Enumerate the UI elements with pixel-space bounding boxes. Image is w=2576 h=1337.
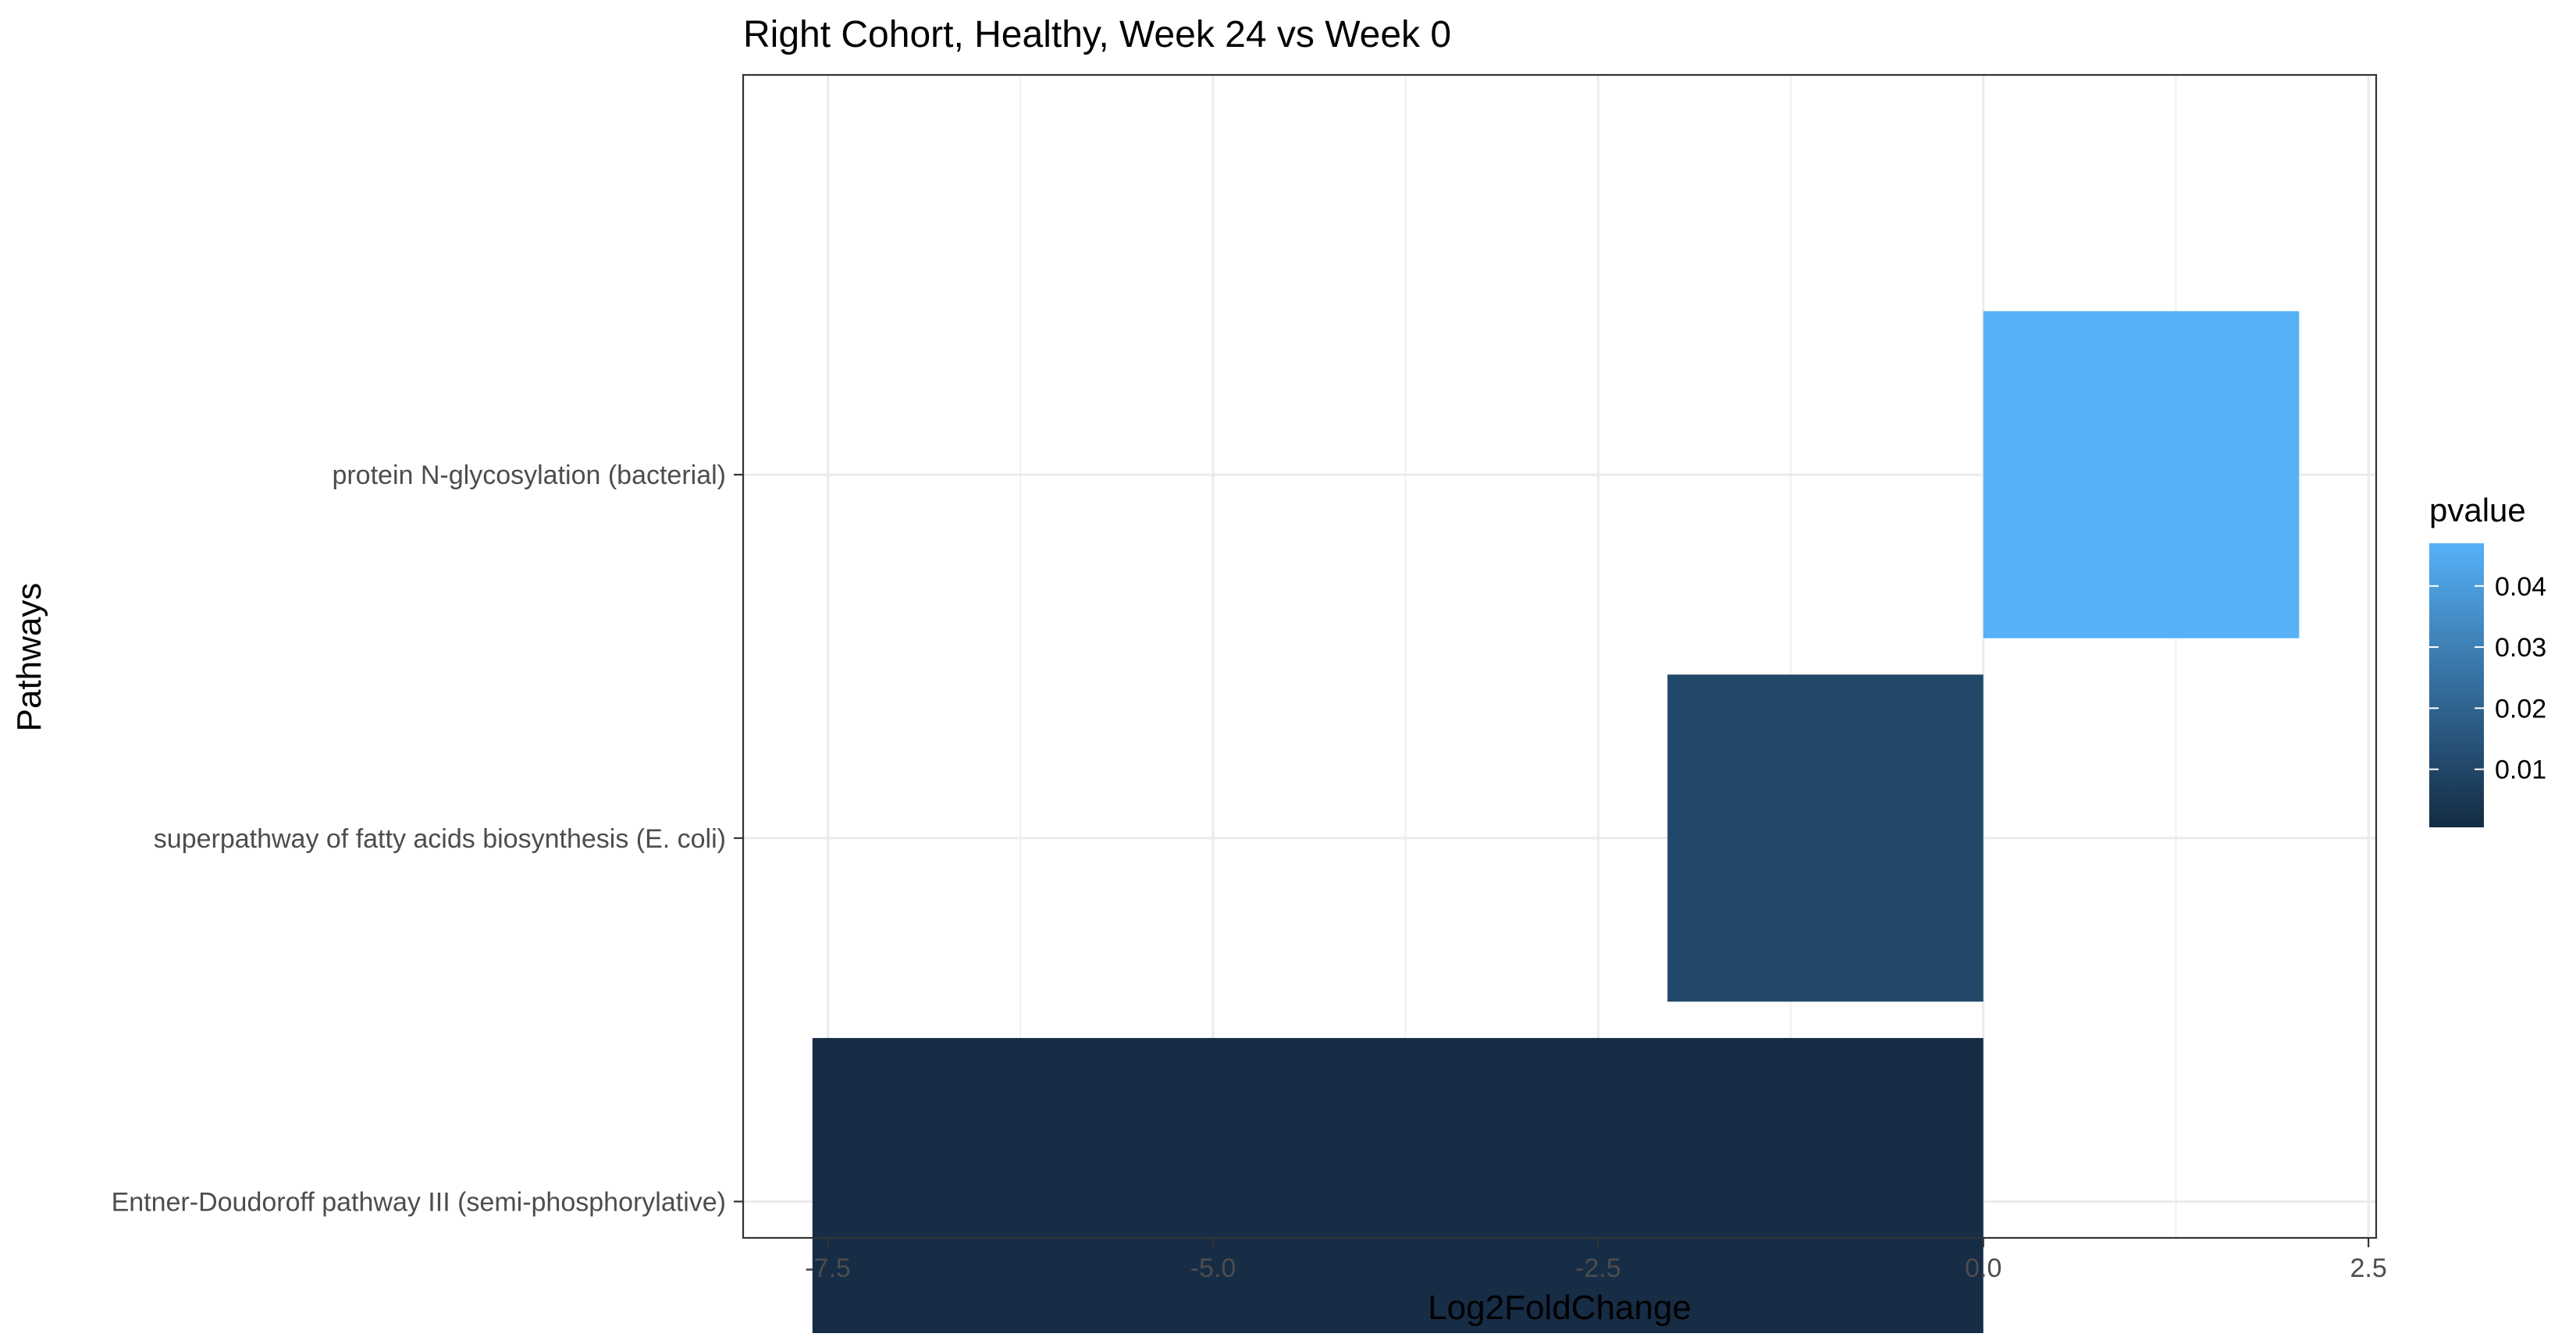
legend-tick-label: 0.03 <box>2495 633 2546 663</box>
x-axis-label: Log2FoldChange <box>1428 1289 1692 1327</box>
legend-title: pvalue <box>2429 492 2526 528</box>
chart-title: Right Cohort, Healthy, Week 24 vs Week 0 <box>743 14 1451 55</box>
x-axis: -7.5 -5.0 -2.5 0.0 2.5 <box>805 1238 2387 1283</box>
bar <box>1667 674 1984 1002</box>
y-axis: protein N-glycosylation (bacterial) super… <box>112 460 743 1217</box>
x-tick-label: 2.5 <box>2350 1253 2386 1283</box>
x-tick-label: -5.0 <box>1190 1253 1236 1283</box>
x-tick-label: -2.5 <box>1575 1253 1621 1283</box>
bar <box>812 1037 1984 1337</box>
legend-tick-label: 0.04 <box>2495 572 2546 602</box>
bars <box>812 311 2300 1337</box>
legend-colorbar <box>2429 543 2484 827</box>
legend-tick-label: 0.02 <box>2495 694 2546 724</box>
x-tick-label: 0.0 <box>1965 1253 2001 1283</box>
legend-ticks: 0.04 0.03 0.02 0.01 <box>2429 572 2546 785</box>
y-tick-label: protein N-glycosylation (bacterial) <box>332 460 726 490</box>
bar <box>1983 311 2300 638</box>
y-axis-label: Pathways <box>10 583 48 732</box>
legend-tick-label: 0.01 <box>2495 756 2546 785</box>
x-tick-label: -7.5 <box>805 1253 851 1283</box>
legend: pvalue 0.04 0.03 0.02 0.01 <box>2429 492 2546 827</box>
y-tick-label: Entner-Doudoroff pathway III (semi-phosp… <box>112 1187 726 1217</box>
y-tick-label: superpathway of fatty acids biosynthesis… <box>154 824 726 854</box>
plot-border <box>742 73 2378 1239</box>
